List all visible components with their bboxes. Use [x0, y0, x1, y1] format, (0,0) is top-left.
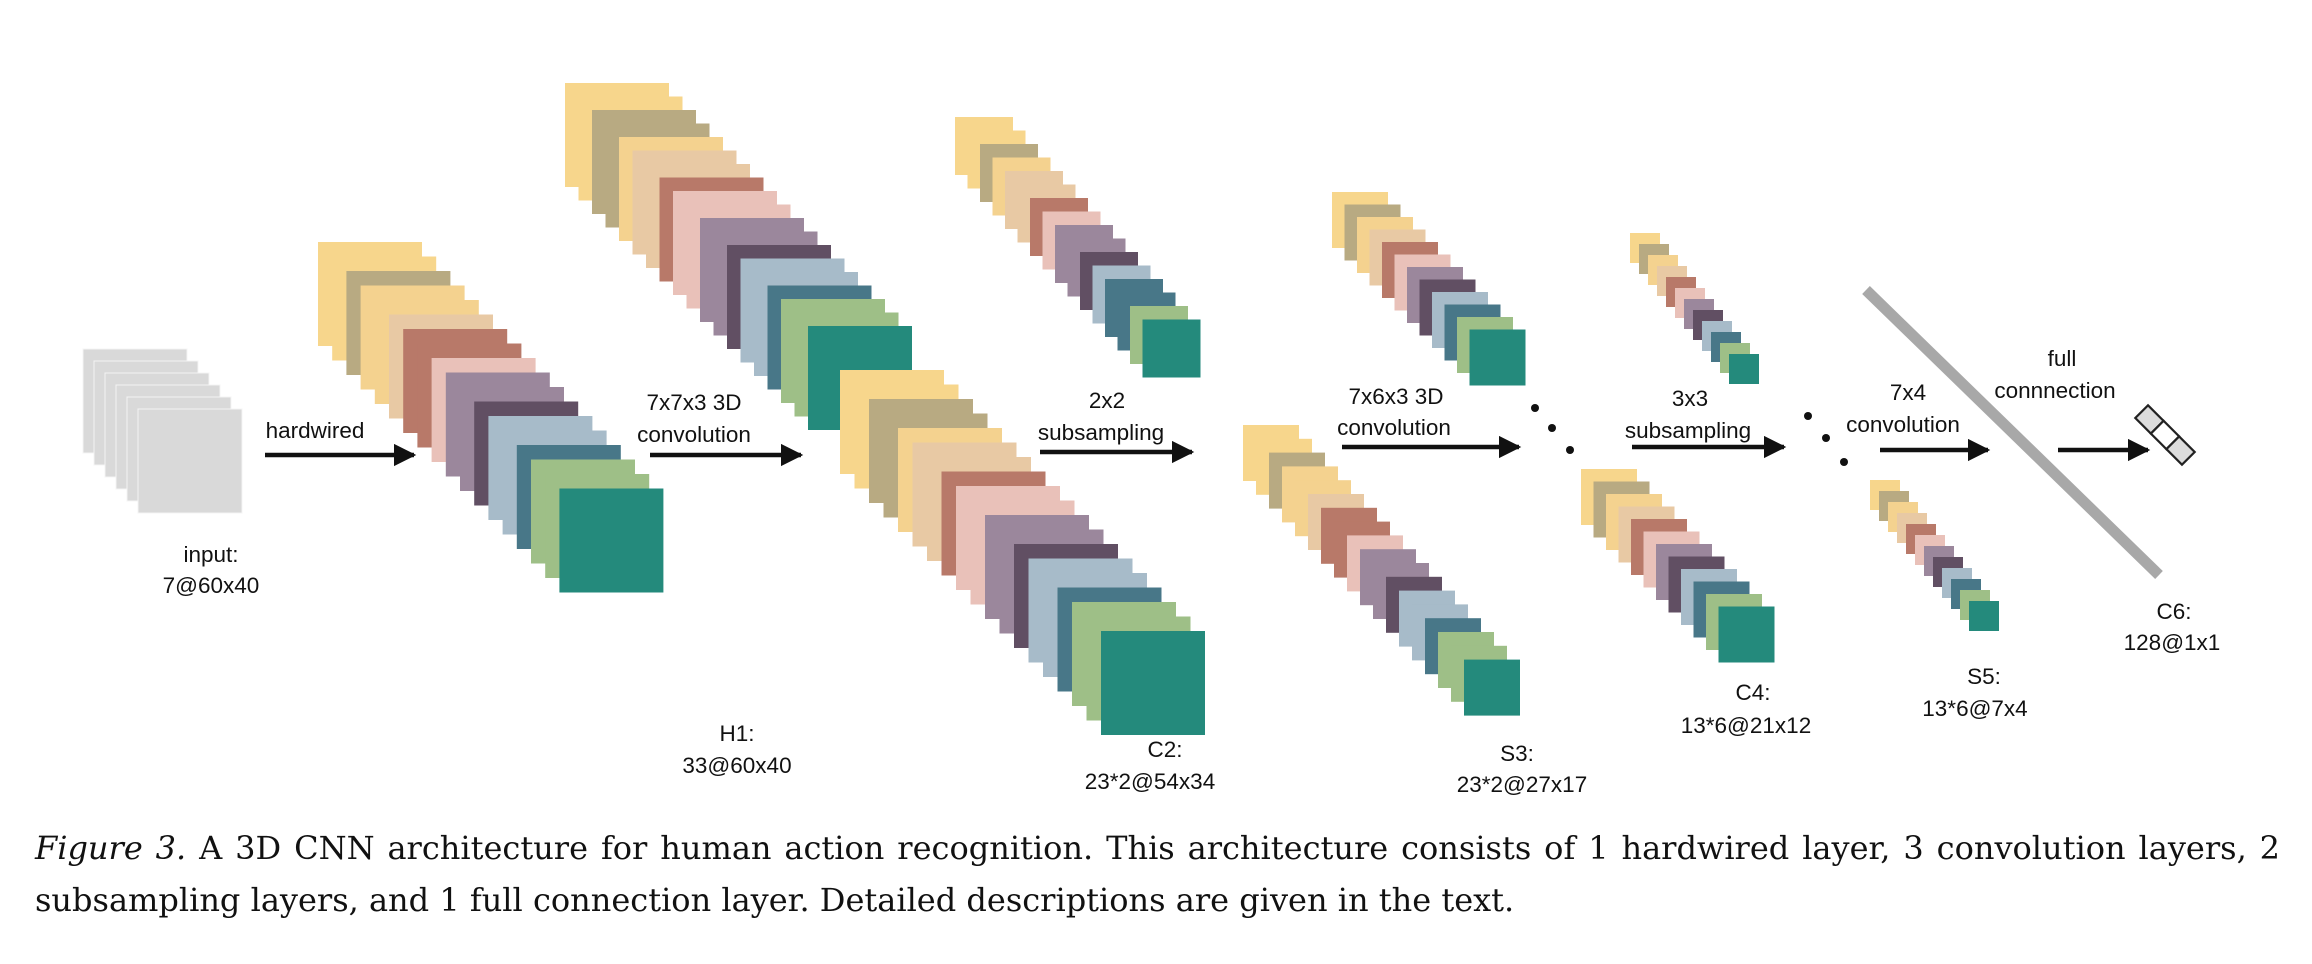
c2-stack-lower-map [1101, 631, 1205, 735]
input-stack [82, 348, 243, 514]
op-subsample-3x3-line2: subsampling [1625, 418, 1751, 443]
layer-input-dims: 7@60x40 [163, 573, 260, 598]
layer-s5-name: S5: [1967, 664, 2001, 689]
op-full-connection-line1: full [2048, 346, 2077, 371]
s3-stack-upper [955, 117, 1201, 378]
s5-stack-lower [1870, 480, 1999, 631]
figure-caption-text: A 3D CNN architecture for human action r… [35, 829, 2281, 919]
layer-h1-dims: 33@60x40 [682, 753, 791, 778]
op-full-connection-line2: connnection [1994, 378, 2115, 403]
s3-stack-lower-map [1464, 659, 1520, 716]
s5-stack-upper-map [1729, 354, 1759, 384]
layer-c6-dims: 128@1x1 [2124, 630, 2221, 655]
c4-stack-lower-map [1718, 606, 1775, 663]
figure-caption: Figure 3. A 3D CNN architecture for huma… [35, 822, 2280, 926]
s5-stack-upper [1630, 233, 1759, 384]
op-conv3d-7x7x3-line1: 7x7x3 3D [646, 390, 741, 415]
c6-output-unit [2133, 403, 2197, 467]
c4-stack-upper [1332, 192, 1526, 386]
layer-c2-dims: 23*2@54x34 [1085, 769, 1215, 794]
c2-stack-lower [840, 370, 1205, 735]
op-conv3d-7x6x3-line2: convolution [1337, 415, 1451, 440]
op-subsample-3x3-line1: 3x3 [1672, 386, 1708, 411]
figure-caption-prefix: Figure 3. [35, 829, 187, 867]
s5-stack-lower-map [1969, 601, 1999, 631]
op-conv3d-7x6x3-line1: 7x6x3 3D [1348, 384, 1443, 409]
layer-s3-name: S3: [1500, 741, 1534, 766]
op-hardwired-label: hardwired [266, 418, 365, 443]
layer-c2-name: C2: [1147, 737, 1182, 762]
op-subsample-2x2-line1: 2x2 [1089, 388, 1125, 413]
op-conv3d-7x7x3-line2: convolution [637, 422, 751, 447]
layer-s5-dims: 13*6@7x4 [1922, 696, 2027, 721]
layer-s3-dims: 23*2@27x17 [1457, 772, 1587, 797]
full-connection-bar [1862, 286, 2163, 579]
s3-stack-upper-map [1142, 319, 1201, 378]
layer-c4-dims: 13*6@21x12 [1681, 713, 1811, 738]
layer-h1-name: H1: [719, 721, 754, 746]
ellipsis-dots-right [1804, 412, 1848, 466]
layer-c6-name: C6: [2156, 599, 2191, 624]
c4-stack-upper-map [1469, 329, 1526, 386]
op-subsample-2x2-line2: subsampling [1038, 420, 1164, 445]
h1-stack [318, 242, 664, 593]
op-conv-7x4-line2: convolution [1846, 412, 1960, 437]
layer-c4-name: C4: [1735, 680, 1770, 705]
layer-input-name: input: [183, 542, 238, 567]
ellipsis-dots-left [1531, 404, 1574, 454]
input-stack-map [137, 408, 243, 514]
s3-stack-lower [1243, 425, 1520, 716]
op-conv-7x4-line1: 7x4 [1890, 380, 1926, 405]
c4-stack-lower [1581, 469, 1775, 663]
h1-stack-map [559, 488, 664, 593]
